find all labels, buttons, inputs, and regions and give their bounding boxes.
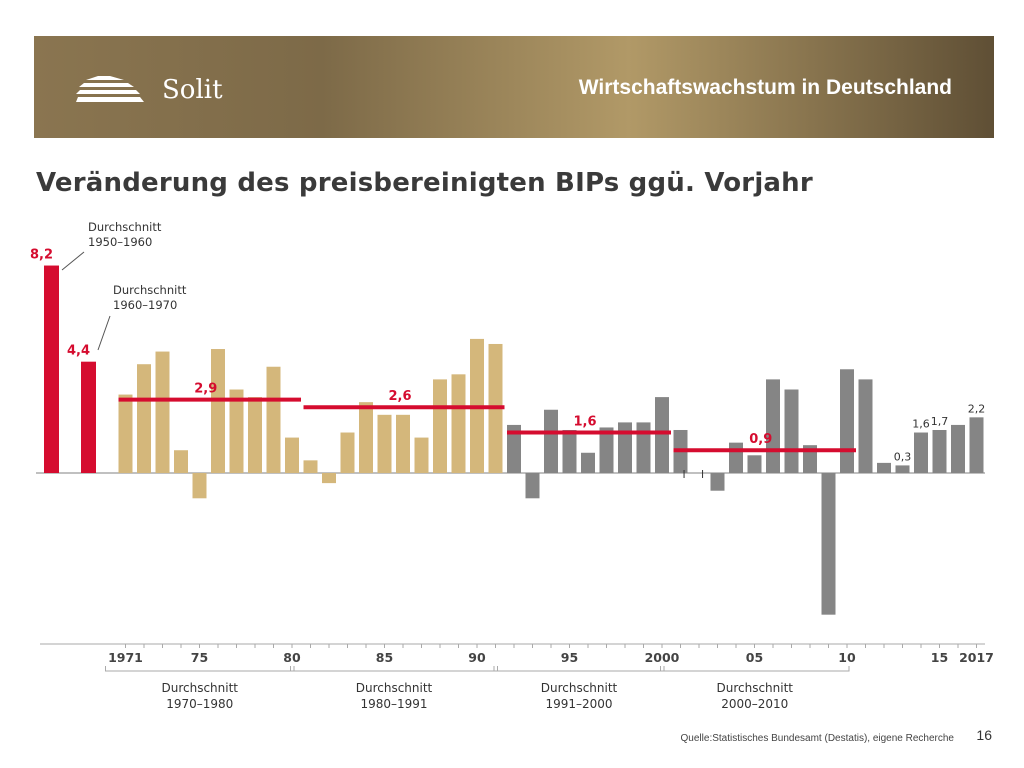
x-tick-label: 90 — [468, 650, 486, 665]
x-tick-label: 80 — [283, 650, 301, 665]
bar-value-label: 1,6 — [912, 418, 930, 431]
x-tick-label: 05 — [746, 650, 763, 665]
header-banner: Solit Wirtschaftswachstum in Deutschland — [34, 36, 994, 138]
annotation-leader-line — [97, 315, 111, 351]
year-bar — [322, 473, 336, 484]
year-bar — [285, 437, 299, 473]
year-bar — [821, 473, 836, 615]
year-bar — [562, 429, 577, 473]
year-bar — [932, 429, 947, 473]
year-bar — [618, 422, 632, 473]
year-bar — [359, 402, 373, 473]
period-label-line2: 1970–1980 — [166, 697, 233, 711]
year-bar — [784, 389, 799, 473]
year-bar — [266, 366, 281, 473]
x-tick-label: 85 — [376, 650, 393, 665]
year-bar — [507, 424, 521, 473]
year-bar — [137, 364, 151, 473]
period-bracket — [493, 666, 665, 672]
x-tick-label: 2017 — [959, 650, 994, 665]
x-tick-label: 10 — [838, 650, 856, 665]
year-bar — [340, 432, 355, 473]
year-bar — [192, 473, 207, 499]
year-bar — [877, 462, 891, 473]
year-bar — [729, 442, 743, 473]
solit-logo-text: Solit — [162, 75, 223, 105]
page-number: 16 — [976, 727, 992, 743]
year-bar — [895, 465, 910, 473]
x-tick-label: 95 — [561, 650, 578, 665]
period-average-label: 2,9 — [194, 382, 217, 397]
year-bar — [433, 379, 447, 473]
year-bar — [914, 432, 928, 473]
x-tick-label: 15 — [931, 650, 948, 665]
decade-average-value: 4,4 — [67, 344, 90, 359]
period-average-label: 0,9 — [749, 432, 772, 447]
year-bar — [211, 349, 225, 473]
year-bar — [544, 409, 558, 473]
year-bar — [118, 394, 133, 473]
year-bar — [858, 379, 873, 473]
year-bar — [414, 437, 429, 473]
solit-logo-icon — [76, 76, 144, 102]
year-bar — [747, 455, 762, 473]
annotation-leader-line — [61, 251, 85, 271]
period-bracket — [105, 666, 295, 672]
period-bracket — [660, 666, 850, 672]
year-bar — [599, 427, 614, 473]
period-label-line2: 1991–2000 — [545, 697, 612, 711]
period-bracket — [290, 666, 498, 672]
year-bar — [581, 452, 595, 473]
year-bar — [248, 397, 262, 473]
year-bar — [229, 389, 244, 473]
year-bar — [766, 379, 780, 473]
year-bar — [655, 397, 669, 473]
year-bar — [155, 351, 170, 473]
year-bar — [840, 369, 854, 473]
bar-value-label: 1,7 — [931, 415, 949, 428]
period-label-line2: 1980–1991 — [360, 697, 427, 711]
decade-average-value: 8,2 — [30, 248, 53, 263]
decade-annotation-line1: Durchschnitt — [113, 283, 187, 297]
slide-title: Wirtschaftswachstum in Deutschland — [578, 76, 952, 99]
year-bar — [636, 422, 651, 473]
chart-title: Veränderung des preisbereinigten BIPs gg… — [36, 168, 813, 198]
year-bar — [969, 417, 984, 473]
year-bar — [303, 460, 318, 473]
period-label-line1: Durchschnitt — [161, 681, 238, 695]
year-bar — [396, 414, 410, 473]
source-note: Quelle:Statistisches Bundesamt (Destatis… — [680, 733, 954, 744]
period-label-line1: Durchschnitt — [356, 681, 433, 695]
x-tick-label: 1971 — [108, 650, 143, 665]
x-tick-label: 75 — [191, 650, 208, 665]
period-label-line2: 2000–2010 — [721, 697, 788, 711]
bar-value-label: 2,2 — [968, 402, 986, 415]
bar-value-label: 0,3 — [894, 450, 912, 463]
decade-annotation-line2: 1950–1960 — [88, 235, 152, 249]
year-bar — [174, 450, 188, 473]
decade-average-bar — [81, 361, 96, 473]
year-bar — [951, 424, 965, 473]
decade-annotation-line1: Durchschnitt — [88, 220, 162, 234]
period-label-line1: Durchschnitt — [716, 681, 793, 695]
decade-average-bar — [44, 265, 59, 473]
period-average-label: 1,6 — [573, 415, 596, 430]
year-bar — [525, 473, 540, 499]
year-bar — [451, 374, 466, 473]
decade-annotation-line2: 1960–1970 — [113, 298, 177, 312]
year-bar — [710, 473, 725, 491]
period-average-label: 2,6 — [388, 389, 411, 404]
period-label-line1: Durchschnitt — [541, 681, 618, 695]
x-tick-label: 2000 — [645, 650, 680, 665]
year-bar — [377, 414, 392, 473]
